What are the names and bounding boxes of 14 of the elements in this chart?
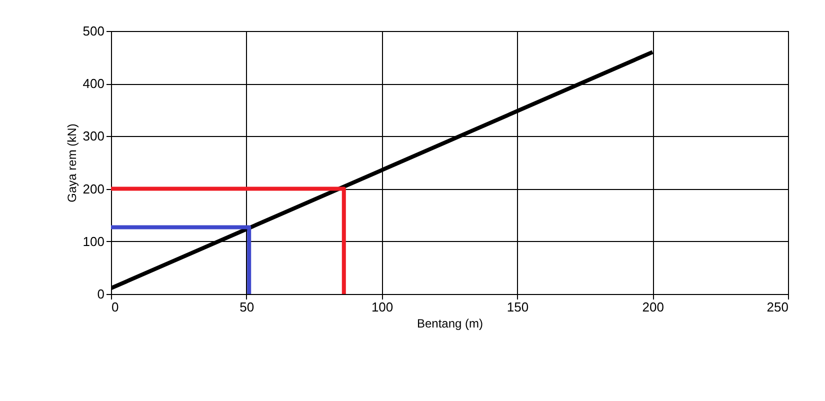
y-tick-label: 300: [82, 128, 104, 144]
x-tick-label: 200: [642, 300, 664, 314]
x-tick-label: 150: [506, 300, 529, 314]
y-tick-label: 0: [97, 286, 104, 302]
y-tick-label: 400: [82, 76, 104, 92]
x-axis-title: Bentang (m): [416, 316, 484, 330]
x-tick-label: 50: [240, 300, 254, 314]
y-tick-label: 500: [82, 24, 104, 38]
y-tick-label: 100: [82, 234, 104, 249]
x-tick-label: 0: [112, 300, 119, 314]
y-tick-label: 200: [82, 181, 104, 196]
x-tick-label: 250: [766, 300, 788, 314]
y-axis-title: Gaya rem (kN): [64, 124, 79, 202]
x-tick-label: 100: [371, 300, 394, 314]
